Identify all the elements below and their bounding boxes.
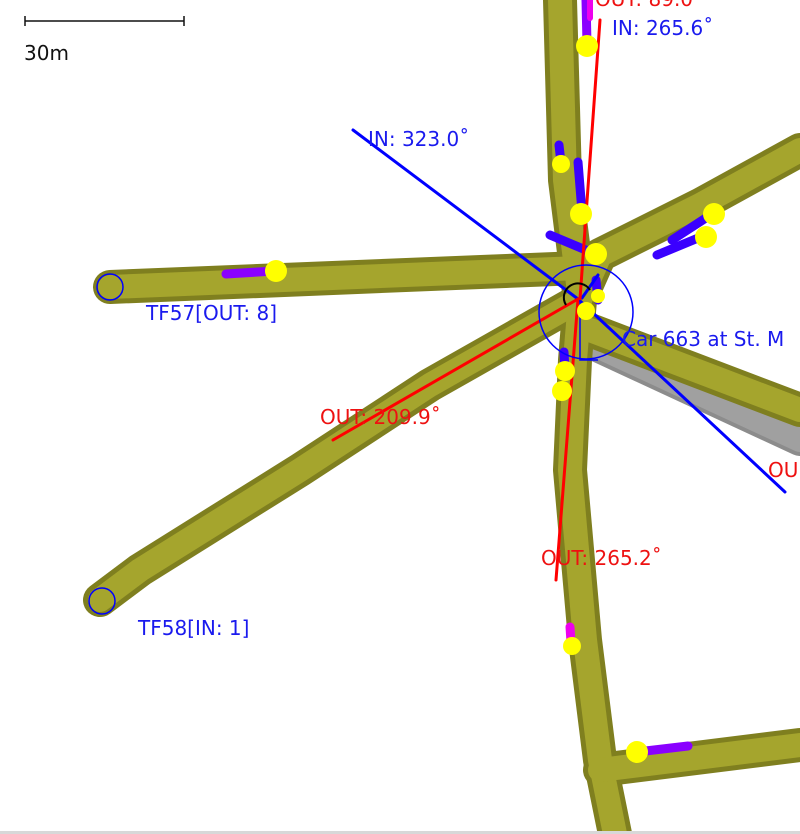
intersection-wedge	[579, 300, 598, 361]
in-direction-line-se	[576, 297, 787, 494]
node-label-tf57: TF57[OUT: 8]	[145, 301, 277, 325]
direction-label-out-top: OUT: 89.0˚	[595, 0, 703, 11]
node-ring-tf57	[96, 273, 124, 301]
node-label-tf58: TF58[IN: 1]	[137, 616, 249, 640]
node-ring-tf58	[88, 587, 116, 615]
vehicle-dot[interactable]	[577, 302, 595, 320]
vehicle-dot[interactable]	[626, 741, 648, 763]
vehicle-dot[interactable]	[585, 243, 607, 265]
out-direction-line-sw	[331, 297, 580, 442]
out-direction-line-s	[554, 297, 580, 582]
direction-label-out-sw: OUT: 209.9˚	[320, 405, 441, 429]
road-west	[98, 256, 592, 299]
road-network	[83, 0, 800, 831]
in-direction-line-center	[580, 273, 600, 300]
vehicle-dot[interactable]	[563, 637, 581, 655]
direction-label-out-right: OU	[768, 458, 798, 482]
direction-label-in-nw: IN: 323.0˚	[368, 127, 469, 151]
vehicle-dot[interactable]	[555, 361, 575, 381]
vehicle-dot[interactable]	[695, 226, 717, 248]
scale-bar-label: 30m	[24, 41, 69, 65]
vehicle-dot[interactable]	[570, 203, 592, 225]
vehicle-dot[interactable]	[576, 35, 598, 57]
road-southwest	[88, 288, 592, 612]
vehicle-dot[interactable]	[591, 289, 605, 303]
road-northeast	[568, 138, 800, 312]
vehicle-dot[interactable]	[265, 260, 287, 282]
direction-label-in-top: IN: 265.6˚	[612, 16, 713, 40]
out-direction-line-top	[578, 18, 602, 301]
intersection-markers	[88, 264, 634, 615]
intersection-circle	[538, 264, 634, 360]
intersection-inner-arc	[562, 282, 591, 306]
map-labels: OUT: 89.0˚ IN: 265.6˚ IN: 323.0˚ TF57[OU…	[137, 0, 798, 640]
in-direction-line-nw	[351, 128, 580, 301]
vehicle-dot[interactable]	[552, 155, 570, 173]
scale-bar: 30m	[24, 16, 185, 65]
direction-lines	[331, 18, 787, 582]
vehicles	[265, 35, 725, 763]
vehicle-dot[interactable]	[703, 203, 725, 225]
road-south-branch	[588, 733, 800, 782]
car-label: Car 663 at St. M	[622, 327, 784, 351]
direction-label-out-s: OUT: 265.2˚	[541, 546, 662, 570]
vehicle-dot[interactable]	[552, 381, 572, 401]
